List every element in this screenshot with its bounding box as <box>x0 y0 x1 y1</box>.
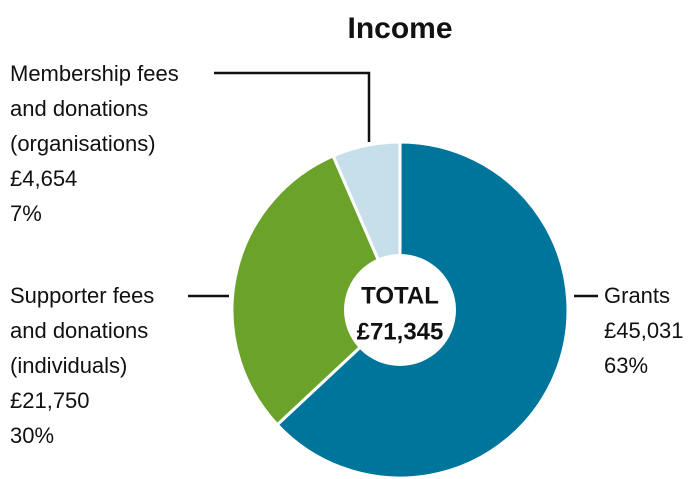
total-label: £71,345 <box>357 318 444 345</box>
value-label: £21,750 <box>10 388 90 413</box>
donut-hole <box>344 254 456 366</box>
value-label: £45,031 <box>604 318 684 343</box>
category-label: (organisations) <box>10 131 156 156</box>
percent-label: 63% <box>604 353 648 378</box>
percent-label: 7% <box>10 201 42 226</box>
slice <box>230 153 402 427</box>
leader-line <box>214 71 371 142</box>
category-label: and donations <box>10 318 148 343</box>
category-label: and donations <box>10 96 148 121</box>
center-text: TOTAL <box>361 282 439 309</box>
category-label: Membership fees <box>10 61 179 86</box>
percent-label: 30% <box>10 423 54 448</box>
chart-title: Income <box>347 12 452 45</box>
value-label: £4,654 <box>10 166 77 191</box>
category-label: Supporter fees <box>10 283 154 308</box>
category-label: (individuals) <box>10 353 127 378</box>
category-label: Grants <box>604 283 670 308</box>
